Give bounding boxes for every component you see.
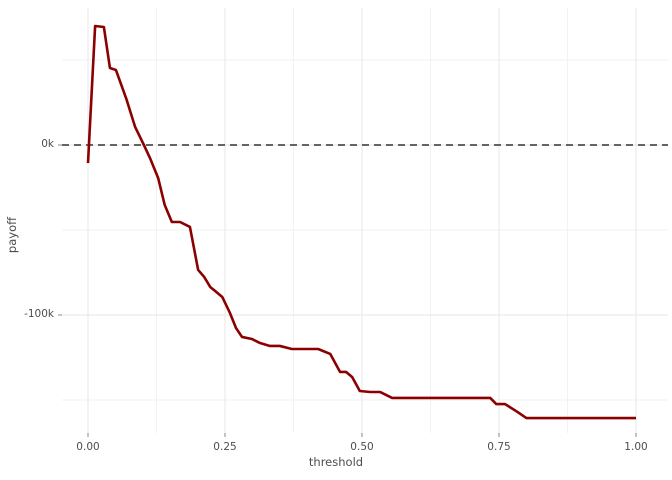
grid-major: [62, 8, 668, 433]
x-axis-tick-marks: [87, 433, 637, 437]
x-tick-label: 0.50: [350, 441, 374, 453]
y-tick-label: 0k: [41, 138, 54, 150]
x-tick-label: 0.75: [487, 441, 511, 453]
x-tick-label: 1.00: [624, 441, 648, 453]
payoff-line-series: [86, 24, 636, 420]
y-axis-title: payoff: [5, 216, 19, 254]
grid-minor: [62, 8, 668, 433]
x-axis-title: threshold: [308, 455, 364, 469]
x-tick-label: 0.00: [76, 441, 100, 453]
y-axis-tick-marks: [58, 144, 62, 316]
x-tick-label: 0.25: [213, 441, 237, 453]
y-tick-label: -100k: [24, 308, 54, 320]
